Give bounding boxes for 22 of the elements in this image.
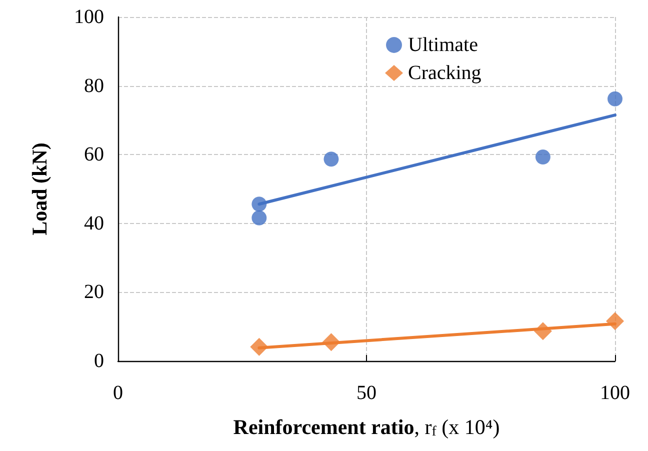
legend-label: Ultimate bbox=[408, 34, 478, 56]
x-tick-label: 0 bbox=[113, 382, 123, 404]
y-tick-label: 80 bbox=[84, 74, 104, 97]
y-tick-label: 60 bbox=[84, 144, 104, 166]
point bbox=[535, 150, 550, 165]
point bbox=[534, 322, 552, 340]
point bbox=[322, 333, 340, 352]
point bbox=[252, 196, 267, 212]
legend-label: Cracking bbox=[408, 62, 482, 84]
point bbox=[324, 152, 339, 167]
y-tick-label: 0 bbox=[94, 350, 104, 372]
y-tick-label: 40 bbox=[84, 212, 104, 234]
point bbox=[608, 91, 622, 106]
x-axis-title: Reinforcement ratio, rf (x 10⁴) bbox=[233, 415, 500, 440]
point bbox=[606, 312, 624, 330]
point bbox=[250, 338, 268, 356]
x-tick-label: 50 bbox=[356, 382, 376, 404]
x-tick-label: 100 bbox=[600, 382, 630, 404]
y-tick-label: 20 bbox=[84, 281, 104, 304]
y-tick-label: 100 bbox=[74, 6, 104, 28]
point bbox=[252, 210, 267, 226]
y-axis-title: Load (kN) bbox=[28, 142, 52, 236]
